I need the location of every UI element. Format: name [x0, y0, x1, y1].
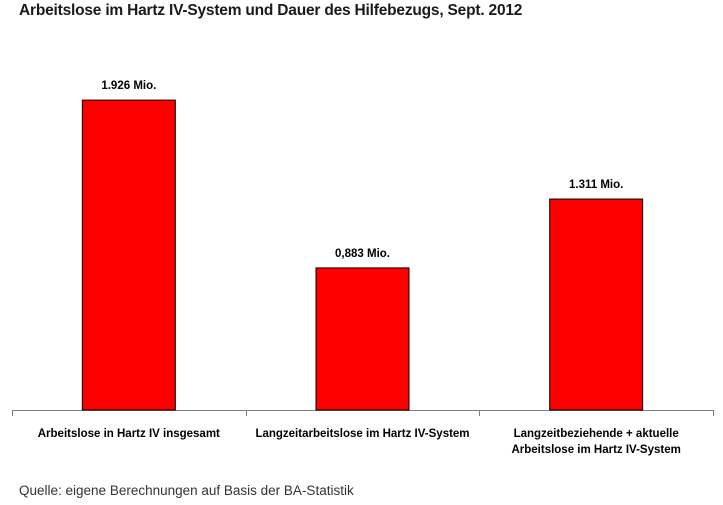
category-label: Langzeitbeziehende + aktuelle [514, 428, 679, 440]
bar [81, 99, 176, 411]
category-label: Langzeitarbeitslose im Hartz IV-System [255, 428, 469, 440]
bar-value-label: 1.311 Mio. [569, 179, 623, 191]
source-note: Quelle: eigene Berechnungen auf Basis de… [19, 483, 354, 498]
category-label: Arbeitslose im Hartz IV-System [511, 444, 680, 456]
bar-value-label: 0,883 Mio. [335, 248, 390, 260]
bar-value-label: 1.926 Mio. [101, 80, 156, 92]
chart-title: Arbeitslose im Hartz IV-System und Dauer… [19, 2, 523, 19]
bar [549, 198, 644, 411]
bar [315, 267, 410, 411]
category-label: Arbeitslose in Hartz IV insgesamt [38, 428, 220, 440]
